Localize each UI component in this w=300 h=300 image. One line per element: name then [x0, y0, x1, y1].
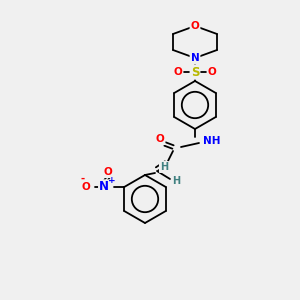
Text: NH: NH — [203, 136, 220, 146]
Text: +: + — [108, 176, 116, 185]
Text: O: O — [156, 134, 164, 144]
Text: H: H — [172, 176, 180, 186]
Text: O: O — [104, 167, 112, 177]
Text: O: O — [174, 67, 182, 77]
Text: N: N — [99, 181, 109, 194]
Text: H: H — [160, 162, 168, 172]
Text: O: O — [82, 182, 91, 192]
Text: O: O — [190, 21, 200, 31]
Text: -: - — [80, 174, 85, 184]
Text: O: O — [208, 67, 216, 77]
Text: N: N — [190, 53, 200, 63]
Text: S: S — [191, 65, 199, 79]
